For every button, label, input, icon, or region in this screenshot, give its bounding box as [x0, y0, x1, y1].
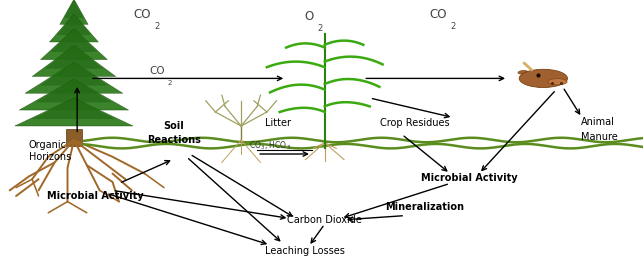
- Text: $\mathregular{CO_3}$, $\mathregular{HCO_3}$: $\mathregular{CO_3}$, $\mathregular{HCO_…: [249, 139, 291, 152]
- Text: 2: 2: [154, 22, 159, 31]
- Ellipse shape: [520, 69, 567, 87]
- Text: Soil: Soil: [163, 121, 184, 131]
- Text: Microbial Activity: Microbial Activity: [421, 173, 518, 183]
- Text: CO: CO: [149, 66, 165, 76]
- Polygon shape: [57, 14, 91, 35]
- Text: 2: 2: [317, 24, 322, 33]
- Polygon shape: [51, 29, 97, 52]
- Text: Animal: Animal: [581, 117, 615, 127]
- Polygon shape: [33, 98, 115, 119]
- Polygon shape: [40, 62, 108, 86]
- Polygon shape: [32, 46, 116, 76]
- Polygon shape: [19, 79, 129, 110]
- Text: Mineralization: Mineralization: [385, 202, 464, 212]
- Text: Microbial Activity: Microbial Activity: [47, 191, 143, 201]
- Polygon shape: [64, 0, 84, 18]
- Text: Litter: Litter: [265, 118, 291, 128]
- Text: 2: 2: [168, 80, 172, 87]
- Polygon shape: [50, 14, 98, 42]
- Text: Manure: Manure: [581, 132, 617, 142]
- Polygon shape: [60, 0, 88, 24]
- Text: Organic
Horizons: Organic Horizons: [29, 140, 71, 162]
- Polygon shape: [15, 98, 133, 126]
- Polygon shape: [45, 46, 103, 69]
- Text: 2: 2: [450, 22, 455, 31]
- Ellipse shape: [548, 79, 567, 85]
- Ellipse shape: [518, 70, 528, 74]
- Text: Reactions: Reactions: [147, 135, 201, 145]
- Text: Crop Residues: Crop Residues: [380, 118, 449, 128]
- Text: CO: CO: [430, 8, 447, 21]
- Polygon shape: [41, 29, 107, 60]
- Text: Carbon Dioxide: Carbon Dioxide: [287, 215, 362, 225]
- Polygon shape: [25, 62, 123, 93]
- Text: CO: CO: [134, 8, 151, 21]
- Polygon shape: [66, 129, 82, 146]
- Polygon shape: [36, 79, 112, 102]
- Text: Leaching Losses: Leaching Losses: [266, 246, 345, 256]
- Text: O: O: [305, 10, 314, 23]
